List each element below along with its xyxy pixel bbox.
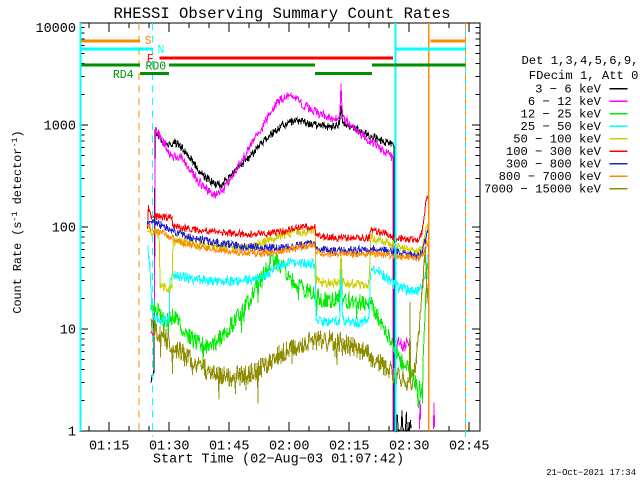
svg-text:10: 10	[60, 324, 76, 339]
svg-text:S: S	[145, 35, 152, 48]
svg-text:N: N	[158, 44, 165, 57]
svg-text:7000 − 15000 keV: 7000 − 15000 keV	[484, 183, 602, 197]
svg-text:01:30: 01:30	[149, 440, 190, 455]
svg-text:21−Oct−2021 17:34: 21−Oct−2021 17:34	[546, 468, 636, 478]
svg-text:02:30: 02:30	[389, 440, 430, 455]
svg-text:RD0: RD0	[145, 60, 166, 73]
svg-text:01:45: 01:45	[209, 440, 250, 455]
svg-text:Start Time (02−Aug−03 01:07:42: Start Time (02−Aug−03 01:07:42)	[153, 453, 404, 468]
svg-text:800 − 7000 keV: 800 − 7000 keV	[499, 170, 602, 184]
svg-text:1: 1	[68, 426, 76, 441]
svg-text:100 − 300 keV: 100 − 300 keV	[506, 145, 602, 159]
svg-text:RHESSI Observing Summary Count: RHESSI Observing Summary Count Rates	[114, 5, 451, 23]
svg-text:01:15: 01:15	[89, 440, 130, 455]
svg-text:6 − 12 keV: 6 − 12 keV	[528, 95, 602, 109]
svg-text:02:00: 02:00	[269, 440, 310, 455]
svg-text:FDecim 1, Att 0: FDecim 1, Att 0	[529, 69, 639, 83]
svg-text:1000: 1000	[44, 120, 76, 135]
svg-text:50 − 100 keV: 50 − 100 keV	[513, 133, 601, 147]
svg-text:100: 100	[52, 222, 76, 237]
svg-text:Det 1,3,4,5,6,9,: Det 1,3,4,5,6,9,	[521, 54, 638, 68]
svg-text:25 − 50 keV: 25 − 50 keV	[521, 120, 602, 134]
svg-text:Count Rate (s-1 detector-1): Count Rate (s-1 detector-1)	[10, 130, 25, 313]
svg-text:300 − 800 keV: 300 − 800 keV	[506, 158, 602, 172]
svg-text:02:45: 02:45	[449, 440, 490, 455]
svg-text:02:15: 02:15	[329, 440, 370, 455]
svg-text:10000: 10000	[35, 22, 76, 37]
svg-text:3 − 6 keV: 3 − 6 keV	[535, 83, 602, 97]
svg-text:F: F	[147, 53, 154, 66]
svg-text:12 − 25 keV: 12 − 25 keV	[521, 108, 602, 122]
svg-text:RD4: RD4	[113, 69, 134, 82]
